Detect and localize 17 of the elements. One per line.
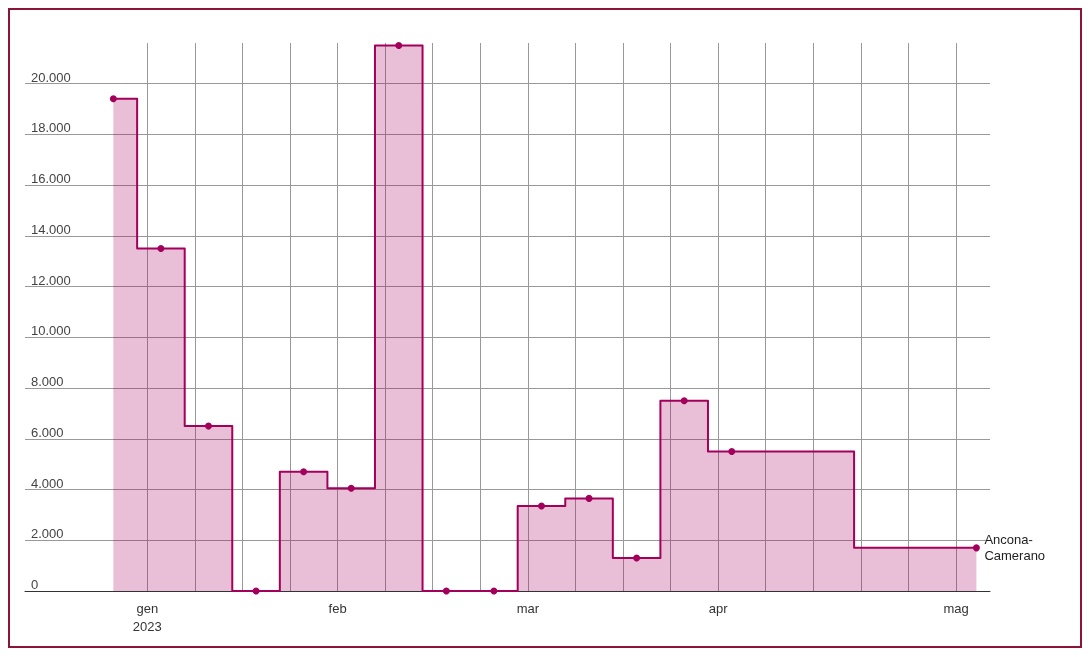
x-tick-label: gen 2023 <box>132 600 162 634</box>
y-tick-label: 10.000 <box>31 323 71 339</box>
y-tick-label: 12.000 <box>31 272 71 288</box>
y-tick-label: 0 <box>31 577 39 592</box>
x-tick-label: feb <box>328 600 347 616</box>
y-tick-label: 18.000 <box>31 120 71 136</box>
y-tick-label: 14.000 <box>31 221 71 237</box>
x-tick-label: mar <box>516 600 540 616</box>
x-tick-label: mag <box>943 600 969 616</box>
y-tick-label: 20.000 <box>31 69 71 85</box>
series-label: Ancona- Camerano <box>984 532 1046 564</box>
y-tick-label: 8.000 <box>31 374 64 390</box>
y-tick-label: 4.000 <box>31 475 64 491</box>
y-tick-label: 6.000 <box>31 424 64 440</box>
x-tick-label: apr <box>708 600 729 616</box>
y-tick-label: 16.000 <box>31 171 71 187</box>
y-tick-label: 2.000 <box>31 526 64 542</box>
